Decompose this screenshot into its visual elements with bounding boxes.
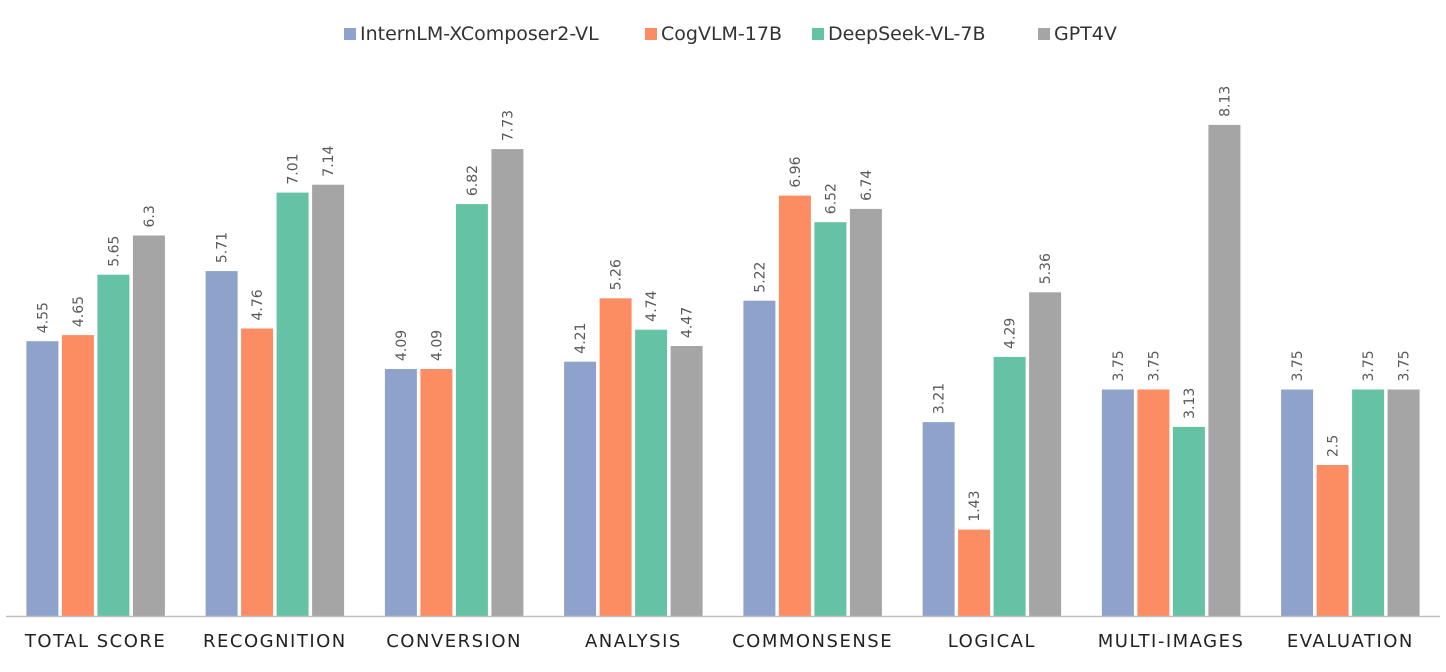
value-label: 6.82 [465, 165, 481, 196]
category-labels-group: TOTAL SCORE RECOGNITION CONVERSION ANALYSIS… [24, 631, 1414, 652]
bar-internlm-xcomposer2-vl-recognition [205, 271, 238, 616]
value-label: 4.55 [35, 302, 51, 333]
bar-gpt4v-recognition [312, 184, 345, 616]
bar-gpt4v-logical [1029, 292, 1062, 616]
bar-internlm-xcomposer2-vl-multi-images [1101, 389, 1134, 616]
value-label: 5.26 [609, 259, 625, 290]
value-label: 3.75 [1397, 350, 1413, 381]
value-label: 7.14 [321, 145, 337, 176]
bars-group [26, 124, 1420, 617]
bar-deepseek-vl-7b-logical [993, 356, 1026, 616]
bar-cogvlm-17b-evaluation [1316, 465, 1349, 616]
bar-deepseek-vl-7b-commonsense [814, 222, 847, 616]
legend-label: GPT4V [1054, 23, 1117, 45]
value-label: 3.75 [1361, 350, 1377, 381]
value-labels-group: 4.55 4.65 5.65 6.3 5.71 4.76 7.01 7.14 4.09 4.09 6… [35, 86, 1412, 522]
bar-cogvlm-17b-multi-images [1137, 389, 1170, 616]
value-label: 4.09 [394, 330, 410, 361]
bar-gpt4v-commonsense [849, 208, 882, 616]
legend-swatch [812, 28, 824, 40]
bar-cogvlm-17b-total-score [61, 335, 94, 616]
bar-internlm-xcomposer2-vl-evaluation [1281, 389, 1314, 616]
bar-gpt4v-analysis [670, 346, 703, 616]
value-label: 4.29 [1003, 318, 1019, 349]
category-label: RECOGNITION [203, 631, 347, 652]
category-label: LOGICAL [948, 631, 1036, 652]
bar-deepseek-vl-7b-conversion [455, 204, 488, 616]
bar-deepseek-vl-7b-multi-images [1172, 426, 1205, 616]
value-label: 2.5 [1326, 435, 1342, 457]
bar-cogvlm-17b-analysis [599, 298, 632, 616]
value-label: 5.36 [1038, 253, 1054, 284]
value-label: 3.13 [1182, 388, 1198, 419]
bar-internlm-xcomposer2-vl-analysis [564, 361, 597, 616]
value-label: 4.09 [429, 330, 445, 361]
value-label: 3.75 [1111, 350, 1127, 381]
bar-gpt4v-conversion [491, 149, 524, 616]
bar-deepseek-vl-7b-total-score [97, 274, 130, 616]
value-label: 3.75 [1146, 350, 1162, 381]
value-label: 8.13 [1217, 86, 1233, 117]
value-label: 4.21 [573, 323, 589, 354]
category-label: EVALUATION [1287, 631, 1414, 652]
legend-label: CogVLM-17B [661, 23, 782, 45]
category-label: MULTI-IMAGES [1098, 631, 1245, 652]
bar-deepseek-vl-7b-analysis [635, 329, 668, 616]
value-label: 6.96 [788, 156, 804, 187]
bar-gpt4v-multi-images [1208, 124, 1241, 617]
bar-cogvlm-17b-conversion [420, 369, 453, 616]
value-label: 1.43 [967, 490, 983, 521]
value-label: 4.74 [644, 290, 660, 321]
bar-gpt4v-total-score [132, 235, 165, 616]
bar-deepseek-vl-7b-evaluation [1352, 389, 1385, 616]
legend-label: DeepSeek-VL-7B [828, 23, 985, 45]
bar-deepseek-vl-7b-recognition [276, 192, 309, 616]
legend: InternLM-XComposer2-VL CogVLM-17B DeepSeek… [344, 23, 1117, 45]
legend-swatch [645, 28, 657, 40]
category-label: COMMONSENSE [732, 631, 893, 652]
value-label: 6.3 [142, 205, 158, 227]
bar-gpt4v-evaluation [1387, 389, 1420, 616]
value-label: 4.47 [680, 307, 696, 338]
bar-internlm-xcomposer2-vl-total-score [26, 341, 59, 616]
bar-internlm-xcomposer2-vl-commonsense [743, 300, 776, 616]
value-label: 7.73 [500, 110, 516, 141]
bar-internlm-xcomposer2-vl-conversion [384, 369, 417, 616]
legend-label: InternLM-XComposer2-VL [360, 23, 599, 45]
legend-swatch [344, 28, 356, 40]
value-label: 5.65 [106, 236, 122, 267]
bar-cogvlm-17b-recognition [241, 328, 274, 616]
value-label: 4.65 [71, 296, 87, 327]
value-label: 6.52 [823, 183, 839, 214]
value-label: 3.75 [1290, 350, 1306, 381]
value-label: 6.74 [859, 170, 875, 201]
bar-internlm-xcomposer2-vl-logical [922, 422, 955, 616]
value-label: 5.22 [752, 262, 768, 293]
category-label: ANALYSIS [585, 631, 682, 652]
bar-cogvlm-17b-commonsense [778, 195, 811, 616]
bar-cogvlm-17b-logical [958, 529, 991, 616]
category-label: CONVERSION [386, 631, 522, 652]
value-label: 5.71 [215, 232, 231, 263]
category-label: TOTAL SCORE [24, 631, 166, 652]
value-label: 4.76 [250, 289, 266, 320]
value-label: 3.21 [932, 383, 948, 414]
value-label: 7.01 [286, 153, 302, 184]
legend-swatch [1038, 28, 1050, 40]
